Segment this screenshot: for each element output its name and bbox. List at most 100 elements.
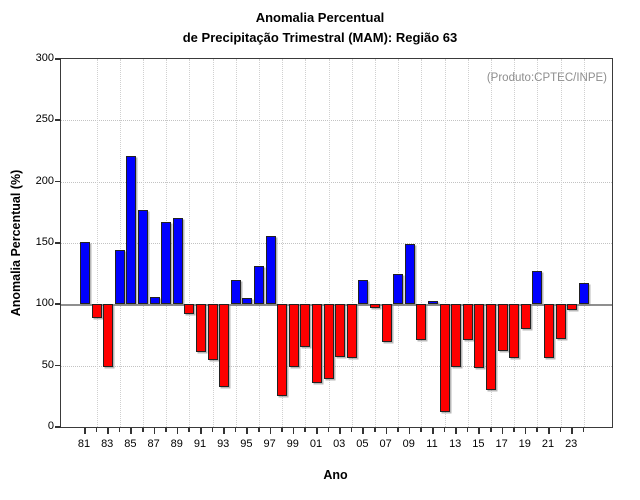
x-tick-mark bbox=[316, 428, 318, 434]
x-tick-mark bbox=[501, 428, 504, 434]
y-tick-mark bbox=[55, 242, 61, 244]
x-tick-label: 01 bbox=[309, 438, 323, 450]
bar-1997 bbox=[265, 235, 276, 305]
vertical-gridline bbox=[537, 59, 539, 427]
vertical-gridline bbox=[375, 59, 376, 427]
bar-2019 bbox=[520, 304, 531, 329]
bar-2010 bbox=[416, 304, 427, 340]
chart-title: Anomalia Percentual de Precipitação Trim… bbox=[0, 8, 640, 48]
x-tick-mark bbox=[269, 428, 272, 434]
x-axis-title: Ano bbox=[323, 468, 348, 482]
bar-1987 bbox=[149, 296, 160, 305]
x-tick-mark bbox=[223, 428, 225, 434]
x-tick-mark bbox=[443, 428, 446, 432]
x-tick-label: 81 bbox=[77, 438, 91, 450]
vertical-gridline bbox=[259, 59, 260, 427]
bar-2006 bbox=[370, 304, 380, 308]
bar-2017 bbox=[497, 304, 508, 351]
horizontal-gridline bbox=[61, 120, 612, 122]
x-tick-label: 83 bbox=[101, 438, 114, 450]
bar-2021 bbox=[544, 304, 554, 359]
bar-2005 bbox=[358, 279, 369, 305]
vertical-gridline bbox=[282, 59, 284, 427]
x-tick-mark bbox=[292, 428, 295, 434]
vertical-gridline bbox=[421, 59, 423, 427]
x-tick-label: 09 bbox=[402, 438, 415, 450]
x-tick-mark bbox=[524, 428, 527, 434]
x-tick-mark bbox=[142, 428, 144, 432]
y-tick-label: 150 bbox=[35, 236, 54, 248]
x-tick-mark bbox=[385, 428, 388, 434]
bar-1982 bbox=[91, 304, 102, 318]
x-tick-mark bbox=[408, 428, 411, 434]
bar-1989 bbox=[172, 218, 183, 305]
x-tick-label: 05 bbox=[356, 438, 369, 450]
bar-1985 bbox=[126, 155, 137, 305]
x-tick-mark bbox=[350, 428, 353, 432]
x-tick-mark bbox=[234, 428, 237, 432]
vertical-gridline bbox=[351, 59, 353, 427]
x-tick-mark bbox=[176, 428, 179, 434]
chart-title-line2: de Precipitação Trimestral (MAM): Região… bbox=[182, 30, 458, 45]
x-tick-mark bbox=[397, 428, 399, 432]
y-tick-mark bbox=[55, 58, 61, 60]
x-tick-mark bbox=[490, 428, 492, 432]
bar-1988 bbox=[161, 222, 172, 305]
x-tick-mark bbox=[455, 428, 457, 434]
x-tick-mark bbox=[130, 428, 132, 434]
x-tick-mark bbox=[118, 428, 121, 432]
y-tick-mark bbox=[55, 426, 61, 428]
bar-2003 bbox=[335, 304, 346, 358]
x-tick-label: 21 bbox=[541, 438, 555, 450]
x-tick-mark bbox=[513, 428, 515, 432]
y-tick-label: 50 bbox=[41, 358, 54, 371]
x-tick-mark bbox=[339, 428, 341, 434]
bar-1992 bbox=[207, 304, 218, 360]
horizontal-gridline bbox=[61, 181, 612, 183]
x-tick-label: 99 bbox=[286, 438, 299, 450]
x-tick-mark bbox=[559, 428, 562, 432]
y-tick-label: 250 bbox=[35, 113, 54, 126]
x-tick-mark bbox=[95, 428, 98, 432]
x-tick-label: 93 bbox=[217, 438, 230, 450]
bar-2008 bbox=[393, 273, 404, 305]
x-tick-mark bbox=[374, 428, 376, 432]
bar-1999 bbox=[288, 304, 299, 367]
vertical-gridline bbox=[212, 59, 214, 427]
vertical-gridline bbox=[328, 59, 330, 427]
bar-2004 bbox=[346, 304, 357, 359]
bar-1981 bbox=[80, 241, 90, 305]
x-tick-mark bbox=[211, 428, 214, 432]
x-tick-label: 85 bbox=[124, 438, 137, 450]
x-tick-label: 97 bbox=[263, 438, 276, 450]
produto-annotation: (Produto:CPTEC/INPE) bbox=[486, 72, 607, 84]
bar-2022 bbox=[555, 304, 566, 339]
horizontal-gridline bbox=[61, 243, 612, 244]
bar-2013 bbox=[451, 304, 462, 367]
bar-1990 bbox=[184, 304, 195, 315]
y-tick-mark bbox=[55, 119, 61, 121]
vertical-gridline bbox=[189, 59, 191, 427]
x-tick-mark bbox=[548, 428, 550, 434]
bar-2011 bbox=[428, 300, 438, 305]
x-tick-mark bbox=[188, 428, 190, 432]
bar-1995 bbox=[242, 298, 253, 305]
x-tick-mark bbox=[246, 428, 248, 434]
x-tick-mark bbox=[582, 428, 585, 432]
vertical-gridline bbox=[444, 59, 446, 427]
x-tick-label: 07 bbox=[379, 438, 392, 450]
x-tick-mark bbox=[84, 428, 86, 434]
bar-1986 bbox=[138, 209, 148, 305]
x-tick-mark bbox=[536, 428, 538, 432]
y-tick-mark bbox=[55, 180, 61, 183]
plot-area: (Produto:CPTEC/INPE) bbox=[60, 58, 613, 428]
y-tick-label: 300 bbox=[35, 52, 54, 64]
x-tick-label: 19 bbox=[518, 438, 531, 450]
x-tick-mark bbox=[432, 428, 434, 434]
vertical-gridline bbox=[583, 59, 585, 427]
vertical-gridline bbox=[305, 59, 307, 427]
x-tick-mark bbox=[466, 428, 469, 432]
x-tick-label: 13 bbox=[449, 438, 462, 450]
x-tick-mark bbox=[420, 428, 422, 432]
